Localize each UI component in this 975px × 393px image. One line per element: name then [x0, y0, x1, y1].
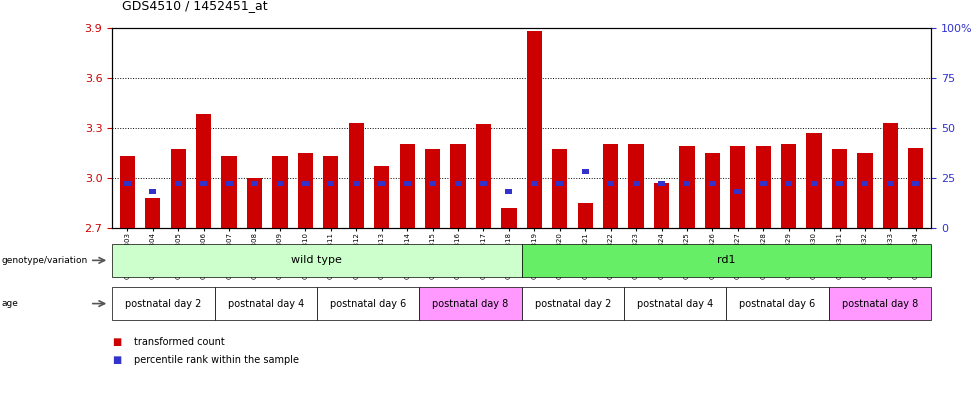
Bar — [913, 181, 919, 186]
Bar — [909, 148, 923, 228]
Bar — [582, 169, 589, 174]
Bar — [317, 287, 419, 320]
Bar — [425, 149, 441, 228]
Bar — [882, 123, 898, 228]
Bar — [557, 181, 564, 186]
Bar — [419, 287, 522, 320]
Text: postnatal day 8: postnatal day 8 — [841, 299, 918, 309]
Bar — [200, 181, 207, 186]
Bar — [476, 125, 491, 228]
Bar — [277, 181, 284, 186]
Bar — [857, 153, 873, 228]
Bar — [756, 146, 771, 228]
Bar — [705, 153, 720, 228]
Text: postnatal day 6: postnatal day 6 — [330, 299, 407, 309]
Bar — [429, 181, 436, 186]
Bar — [196, 114, 212, 228]
Bar — [214, 287, 317, 320]
Bar — [353, 181, 360, 186]
Bar — [810, 181, 818, 186]
Text: rd1: rd1 — [718, 255, 735, 265]
Bar — [680, 146, 694, 228]
Bar — [730, 146, 746, 228]
Bar — [450, 144, 466, 228]
Text: postnatal day 4: postnatal day 4 — [637, 299, 714, 309]
Text: transformed count: transformed count — [134, 337, 224, 347]
Bar — [683, 181, 690, 186]
Bar — [862, 181, 869, 186]
Bar — [272, 156, 288, 228]
Bar — [603, 144, 618, 228]
Bar — [302, 181, 309, 186]
Bar — [120, 156, 135, 228]
Bar — [760, 181, 766, 186]
Bar — [806, 133, 822, 228]
Bar — [171, 149, 186, 228]
Bar — [378, 181, 385, 186]
Bar — [607, 181, 614, 186]
Bar — [522, 244, 931, 277]
Text: postnatal day 8: postnatal day 8 — [432, 299, 509, 309]
Bar — [505, 189, 512, 195]
Text: postnatal day 4: postnatal day 4 — [227, 299, 304, 309]
Bar — [501, 208, 517, 228]
Bar — [149, 189, 156, 195]
Text: percentile rank within the sample: percentile rank within the sample — [134, 354, 298, 365]
Bar — [374, 166, 389, 228]
Text: postnatal day 2: postnatal day 2 — [534, 299, 611, 309]
Text: ■: ■ — [112, 354, 121, 365]
Bar — [112, 244, 522, 277]
Bar — [526, 31, 542, 228]
Bar — [531, 181, 538, 186]
Bar — [726, 287, 829, 320]
Bar — [297, 153, 313, 228]
Bar — [225, 181, 233, 186]
Bar — [785, 181, 792, 186]
Text: age: age — [2, 299, 19, 308]
Bar — [328, 181, 334, 186]
Bar — [654, 183, 669, 228]
Bar — [175, 181, 181, 186]
Bar — [522, 287, 624, 320]
Bar — [624, 287, 726, 320]
Bar — [247, 178, 262, 228]
Bar — [145, 198, 161, 228]
Text: genotype/variation: genotype/variation — [2, 256, 88, 265]
Bar — [887, 181, 894, 186]
Bar — [829, 287, 931, 320]
Bar — [400, 144, 414, 228]
Text: postnatal day 6: postnatal day 6 — [739, 299, 816, 309]
Bar — [633, 181, 640, 186]
Bar — [577, 203, 593, 228]
Bar — [221, 156, 237, 228]
Text: GDS4510 / 1452451_at: GDS4510 / 1452451_at — [122, 0, 267, 12]
Bar — [709, 181, 716, 186]
Bar — [480, 181, 487, 186]
Text: wild type: wild type — [292, 255, 342, 265]
Bar — [658, 181, 665, 186]
Bar — [454, 181, 461, 186]
Bar — [552, 149, 567, 228]
Bar — [324, 156, 338, 228]
Bar — [629, 144, 644, 228]
Bar — [124, 181, 131, 186]
Text: ■: ■ — [112, 337, 121, 347]
Bar — [837, 181, 843, 186]
Bar — [252, 181, 258, 186]
Bar — [112, 287, 214, 320]
Bar — [832, 149, 847, 228]
Bar — [781, 144, 797, 228]
Bar — [734, 189, 741, 195]
Bar — [404, 181, 410, 186]
Bar — [349, 123, 364, 228]
Text: postnatal day 2: postnatal day 2 — [125, 299, 202, 309]
